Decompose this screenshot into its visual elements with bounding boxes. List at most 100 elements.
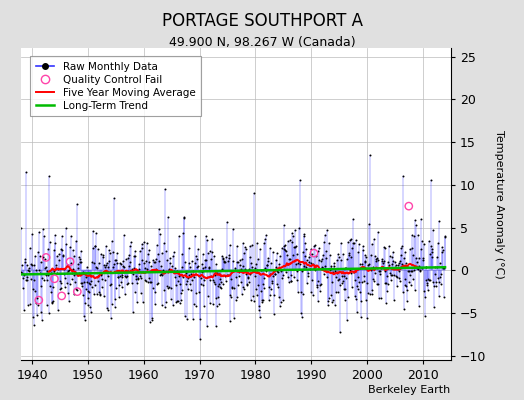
Point bbox=[397, 245, 406, 251]
Point bbox=[54, 251, 63, 257]
Point bbox=[112, 285, 120, 292]
Point bbox=[235, 272, 244, 279]
Point bbox=[56, 286, 64, 292]
Point bbox=[440, 232, 449, 239]
Point bbox=[221, 258, 229, 265]
Point bbox=[399, 254, 408, 261]
Text: PORTAGE SOUTHPORT A: PORTAGE SOUTHPORT A bbox=[161, 12, 363, 30]
Point bbox=[116, 260, 125, 267]
Point bbox=[362, 254, 370, 260]
Point bbox=[300, 263, 308, 270]
Point bbox=[182, 316, 191, 322]
Point bbox=[152, 256, 160, 262]
Point bbox=[263, 262, 271, 268]
Point bbox=[306, 251, 314, 257]
Point bbox=[394, 262, 402, 268]
Point bbox=[292, 268, 301, 274]
Point bbox=[433, 264, 441, 270]
Point bbox=[268, 280, 277, 286]
Point bbox=[192, 252, 201, 259]
Point bbox=[164, 214, 172, 220]
Point bbox=[366, 252, 375, 258]
Point bbox=[133, 280, 141, 286]
Point bbox=[150, 258, 158, 265]
Point bbox=[94, 246, 102, 252]
Point bbox=[249, 268, 257, 274]
Point bbox=[205, 264, 213, 270]
Point bbox=[223, 219, 231, 226]
Point bbox=[302, 264, 310, 270]
Point bbox=[17, 269, 26, 275]
Point bbox=[56, 278, 64, 284]
Point bbox=[183, 274, 192, 281]
Point bbox=[438, 244, 446, 250]
Point bbox=[386, 270, 395, 276]
Point bbox=[174, 273, 183, 280]
Point bbox=[320, 239, 328, 245]
Point bbox=[158, 250, 167, 256]
Point bbox=[81, 300, 89, 306]
Point bbox=[378, 257, 386, 264]
Point bbox=[173, 298, 181, 304]
Point bbox=[247, 260, 256, 266]
Point bbox=[405, 203, 413, 209]
Point bbox=[286, 237, 294, 244]
Point bbox=[226, 292, 235, 299]
Point bbox=[227, 284, 236, 290]
Point bbox=[406, 245, 414, 252]
Point bbox=[247, 297, 255, 304]
Point bbox=[267, 286, 276, 292]
Point bbox=[263, 262, 271, 268]
Point bbox=[357, 261, 366, 268]
Point bbox=[98, 284, 106, 290]
Point bbox=[43, 268, 52, 274]
Point bbox=[88, 283, 96, 290]
Point bbox=[166, 260, 174, 267]
Point bbox=[42, 254, 50, 261]
Point bbox=[407, 232, 416, 238]
Point bbox=[70, 291, 78, 297]
Point bbox=[127, 239, 135, 245]
Point bbox=[40, 256, 49, 263]
Point bbox=[202, 237, 211, 243]
Point bbox=[204, 265, 213, 271]
Point bbox=[90, 260, 98, 266]
Point bbox=[411, 255, 420, 262]
Point bbox=[144, 279, 152, 286]
Point bbox=[83, 295, 92, 302]
Point bbox=[265, 270, 274, 277]
Point bbox=[284, 274, 292, 280]
Point bbox=[365, 221, 373, 227]
Point bbox=[140, 277, 149, 284]
Point bbox=[405, 279, 413, 285]
Point bbox=[167, 296, 176, 302]
Point bbox=[380, 258, 388, 264]
Point bbox=[40, 233, 48, 239]
Point bbox=[140, 239, 148, 245]
Point bbox=[181, 259, 189, 265]
Point bbox=[328, 299, 336, 306]
Point bbox=[398, 242, 406, 249]
Point bbox=[165, 266, 173, 272]
Point bbox=[403, 268, 412, 274]
Point bbox=[170, 268, 178, 274]
Point bbox=[409, 251, 417, 258]
Point bbox=[439, 265, 447, 271]
Point bbox=[99, 253, 107, 260]
Point bbox=[343, 256, 352, 262]
Point bbox=[140, 260, 148, 266]
Point bbox=[363, 315, 372, 321]
Point bbox=[75, 254, 83, 260]
Point bbox=[204, 292, 212, 299]
Point bbox=[353, 274, 362, 280]
Point bbox=[278, 272, 287, 278]
Point bbox=[45, 173, 53, 180]
Point bbox=[97, 250, 106, 257]
Point bbox=[385, 262, 393, 269]
Point bbox=[325, 240, 333, 246]
Point bbox=[352, 237, 360, 243]
Point bbox=[91, 243, 99, 249]
Point bbox=[347, 270, 356, 276]
Point bbox=[88, 259, 96, 265]
Point bbox=[77, 258, 85, 265]
